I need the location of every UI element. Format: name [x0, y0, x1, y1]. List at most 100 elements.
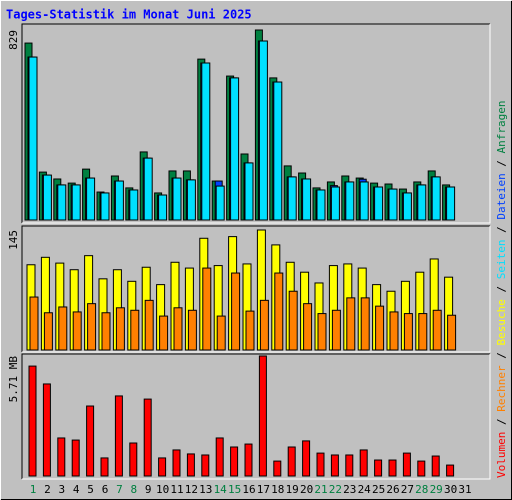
x-tick-label: 24 [358, 483, 372, 496]
bar [317, 313, 327, 351]
y-tick-label: 829 [7, 30, 20, 50]
x-tick-label: 28 [415, 483, 428, 496]
x-tick-label: 19 [286, 483, 299, 496]
bar [186, 453, 195, 477]
panel-bevel [22, 354, 491, 480]
bar [100, 192, 110, 221]
bar [374, 186, 384, 221]
bar [288, 290, 298, 351]
bar [144, 299, 154, 351]
x-tick-label: 16 [242, 483, 255, 496]
bar [447, 314, 457, 351]
bar [274, 272, 284, 351]
bar [130, 309, 140, 351]
x-tick-label: 11 [170, 483, 183, 496]
legend-separator: / [495, 346, 508, 366]
panel-bevel [21, 23, 490, 223]
bar [57, 437, 66, 477]
bar [446, 464, 455, 477]
bar [244, 443, 253, 477]
x-tick-label: 30 [444, 483, 457, 496]
x-tick-label: 4 [73, 483, 80, 496]
bar [158, 194, 168, 221]
y-tick-label: 5.71 MB [7, 356, 20, 403]
bar [101, 312, 111, 351]
x-tick-label: 12 [185, 483, 198, 496]
bar [331, 309, 341, 351]
bar [231, 272, 241, 351]
bar [287, 446, 296, 477]
x-tick-label: 29 [430, 483, 443, 496]
bar [316, 189, 326, 221]
bar [431, 176, 441, 221]
bar [302, 440, 311, 477]
bar [359, 181, 369, 221]
x-tick-label: 14 [214, 483, 228, 496]
bar [432, 309, 442, 351]
bar [230, 77, 240, 221]
x-tick-label: 25 [372, 483, 385, 496]
bar [273, 81, 283, 221]
bar [287, 176, 297, 221]
bar [258, 40, 268, 221]
bar [345, 454, 354, 477]
x-tick-label: 15 [228, 483, 241, 496]
bar [143, 157, 153, 221]
bar [216, 315, 226, 351]
legend: Volumen / Rechner / Besuche / Seiten / D… [495, 100, 508, 478]
bar [143, 398, 152, 477]
y-tick-label: 145 [7, 230, 20, 250]
x-tick-label: 8 [130, 483, 137, 496]
bar [258, 355, 267, 477]
bar [57, 184, 67, 221]
bar [215, 185, 225, 221]
bar [201, 454, 210, 477]
bar [402, 192, 412, 221]
legend-entry: Volumen [495, 432, 508, 478]
bar [402, 452, 411, 477]
bar [417, 184, 427, 221]
bar [172, 449, 181, 477]
bar [330, 186, 340, 221]
legend-separator: / [495, 153, 508, 173]
legend-separator: / [495, 279, 508, 299]
bar [100, 457, 109, 477]
bar [42, 383, 51, 477]
bar [43, 312, 53, 351]
bar [186, 179, 196, 221]
bar [446, 186, 456, 221]
bar [345, 181, 355, 221]
bar [172, 177, 182, 221]
x-tick-label: 5 [87, 483, 94, 496]
legend-entry: Besuche [495, 299, 508, 345]
bar [244, 162, 254, 221]
x-tick-label: 21 [314, 483, 327, 496]
bar [129, 189, 139, 221]
bar [330, 454, 339, 477]
x-tick-label: 22 [329, 483, 342, 496]
bar [114, 395, 123, 477]
bar [389, 311, 399, 351]
chart-title: Tages-Statistik im Monat Juni 2025 [6, 8, 252, 22]
bar [403, 313, 413, 351]
bar [29, 296, 39, 351]
bar [359, 449, 368, 477]
x-tick-label: 7 [116, 483, 123, 496]
legend-separator: / [495, 220, 508, 240]
bar [86, 405, 95, 477]
plot-area [22, 354, 490, 479]
x-tick-label: 18 [271, 483, 284, 496]
bar [28, 365, 37, 477]
panel-bevel [21, 353, 490, 479]
legend-entry: Seiten [495, 240, 508, 280]
bar [418, 313, 428, 351]
x-tick-label: 23 [343, 483, 356, 496]
bar [28, 56, 38, 221]
legend-entry: Anfragen [495, 100, 508, 153]
panel-bevel [21, 225, 490, 352]
bar [273, 460, 282, 477]
bar [71, 439, 80, 477]
bar [201, 62, 211, 221]
bar [115, 307, 125, 351]
